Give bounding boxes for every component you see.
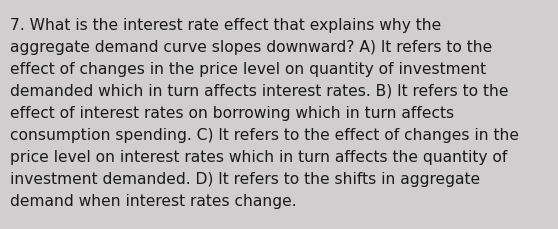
Text: investment demanded. D) It refers to the shifts in aggregate: investment demanded. D) It refers to the… [10, 171, 480, 186]
Text: effect of changes in the price level on quantity of investment: effect of changes in the price level on … [10, 62, 486, 77]
Text: demand when interest rates change.: demand when interest rates change. [10, 193, 297, 208]
Text: price level on interest rates which in turn affects the quantity of: price level on interest rates which in t… [10, 149, 507, 164]
Text: consumption spending. C) It refers to the effect of changes in the: consumption spending. C) It refers to th… [10, 128, 519, 142]
Text: demanded which in turn affects interest rates. B) It refers to the: demanded which in turn affects interest … [10, 84, 508, 98]
Text: aggregate demand curve slopes downward? A) It refers to the: aggregate demand curve slopes downward? … [10, 40, 492, 55]
Text: 7. What is the interest rate effect that explains why the: 7. What is the interest rate effect that… [10, 18, 441, 33]
Text: effect of interest rates on borrowing which in turn affects: effect of interest rates on borrowing wh… [10, 106, 454, 120]
